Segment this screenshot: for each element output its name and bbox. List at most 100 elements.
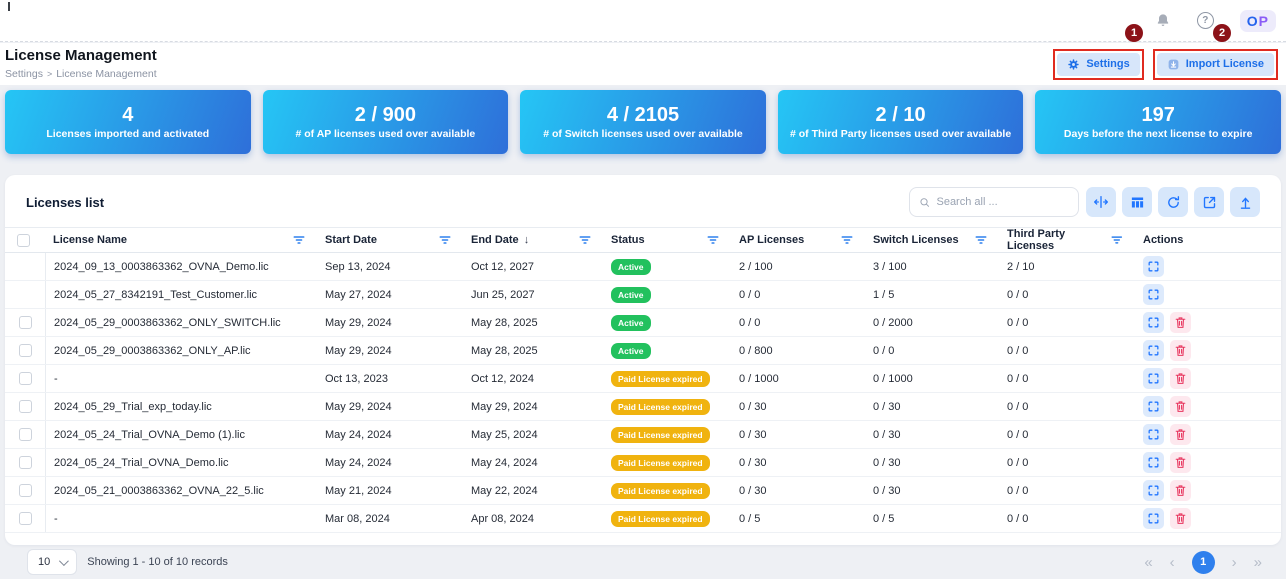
actions-cell xyxy=(1135,480,1281,501)
switch-licenses-cell: 1 / 5 xyxy=(865,289,999,301)
filter-icon[interactable] xyxy=(579,234,591,246)
refresh-button[interactable] xyxy=(1158,187,1188,217)
filter-icon[interactable] xyxy=(293,234,305,246)
columns-button[interactable] xyxy=(1122,187,1152,217)
next-page-button[interactable]: › xyxy=(1232,555,1237,570)
delete-button[interactable] xyxy=(1170,480,1191,501)
prev-page-button[interactable]: ‹ xyxy=(1170,555,1175,570)
import-license-button-label: Import License xyxy=(1186,58,1264,70)
column-label: End Date xyxy=(471,234,519,246)
expand-icon xyxy=(1147,260,1160,273)
column-label: License Name xyxy=(53,234,127,246)
page-header: License Management Settings>License Mana… xyxy=(0,43,1286,85)
filter-icon[interactable] xyxy=(1111,234,1123,246)
filter-icon[interactable] xyxy=(707,234,719,246)
delete-button[interactable] xyxy=(1170,452,1191,473)
delete-button[interactable] xyxy=(1170,396,1191,417)
expand-button[interactable] xyxy=(1143,368,1164,389)
column-header-ap-licenses[interactable]: AP Licenses xyxy=(731,234,865,246)
current-page-button[interactable]: 1 xyxy=(1192,551,1215,574)
expand-button[interactable] xyxy=(1143,312,1164,333)
delete-button[interactable] xyxy=(1170,424,1191,445)
table-row[interactable]: 2024_05_29_0003863362_ONLY_SWITCH.lic Ma… xyxy=(5,309,1281,337)
delete-button[interactable] xyxy=(1170,508,1191,529)
stat-card-days-to-expire: 197 Days before the next license to expi… xyxy=(1035,90,1281,154)
expand-button[interactable] xyxy=(1143,396,1164,417)
select-all-checkbox[interactable] xyxy=(17,234,30,247)
import-license-button[interactable]: Import License xyxy=(1157,53,1274,76)
delete-button[interactable] xyxy=(1170,340,1191,361)
expand-icon xyxy=(1147,512,1160,525)
search-box[interactable] xyxy=(909,187,1079,217)
column-header-status[interactable]: Status xyxy=(603,234,731,246)
table-row[interactable]: 2024_05_24_Trial_OVNA_Demo (1).lic May 2… xyxy=(5,421,1281,449)
column-header-start-date[interactable]: Start Date xyxy=(317,234,463,246)
expand-button[interactable] xyxy=(1143,256,1164,277)
breadcrumb-parent[interactable]: Settings xyxy=(5,68,43,80)
row-checkbox[interactable] xyxy=(19,372,32,385)
row-checkbox[interactable] xyxy=(19,456,32,469)
stat-label: # of AP licenses used over available xyxy=(263,128,509,140)
row-checkbox[interactable] xyxy=(19,344,32,357)
import-icon xyxy=(1167,58,1180,71)
table-row[interactable]: - Mar 08, 2024 Apr 08, 2024 Paid License… xyxy=(5,505,1281,533)
stat-value: 4 / 2105 xyxy=(520,105,766,125)
expand-button[interactable] xyxy=(1143,480,1164,501)
row-checkbox[interactable] xyxy=(19,428,32,441)
filter-icon[interactable] xyxy=(439,234,451,246)
delete-button[interactable] xyxy=(1170,312,1191,333)
open-external-button[interactable] xyxy=(1194,187,1224,217)
expand-button[interactable] xyxy=(1143,340,1164,361)
table-row[interactable]: 2024_05_29_0003863362_ONLY_AP.lic May 29… xyxy=(5,337,1281,365)
status-badge: Paid License expired xyxy=(611,427,710,443)
ap-licenses-cell: 0 / 30 xyxy=(731,485,865,497)
license-name-cell: 2024_05_24_Trial_OVNA_Demo.lic xyxy=(45,449,317,476)
page-size-select[interactable]: 10 xyxy=(27,549,77,575)
license-name-cell: 2024_05_29_0003863362_ONLY_SWITCH.lic xyxy=(45,309,317,336)
table-row[interactable]: 2024_05_27_8342191_Test_Customer.lic May… xyxy=(5,281,1281,309)
expand-button[interactable] xyxy=(1143,452,1164,473)
panel-controls xyxy=(909,187,1260,217)
cursor-artifact xyxy=(8,2,10,11)
table-row[interactable]: 2024_09_13_0003863362_OVNA_Demo.lic Sep … xyxy=(5,253,1281,281)
stat-value: 4 xyxy=(5,105,251,125)
footer-left: 10 Showing 1 - 10 of 10 records xyxy=(27,549,228,575)
table-header: License Name Start Date End Date ↓ Status… xyxy=(5,227,1281,253)
sort-desc-icon[interactable]: ↓ xyxy=(524,234,530,246)
open-external-icon xyxy=(1202,195,1217,210)
license-name-cell: 2024_05_24_Trial_OVNA_Demo (1).lic xyxy=(45,421,317,448)
row-checkbox[interactable] xyxy=(19,512,32,525)
column-header-license-name[interactable]: License Name xyxy=(45,234,317,246)
expand-button[interactable] xyxy=(1143,284,1164,305)
column-header-switch-licenses[interactable]: Switch Licenses xyxy=(865,234,999,246)
last-page-button[interactable]: » xyxy=(1254,555,1262,570)
settings-button[interactable]: Settings xyxy=(1057,53,1139,76)
chevron-down-icon xyxy=(59,556,69,566)
notifications-button[interactable] xyxy=(1155,13,1171,29)
help-button[interactable]: ? xyxy=(1197,12,1214,29)
status-badge: Active xyxy=(611,315,651,331)
row-checkbox[interactable] xyxy=(19,400,32,413)
user-avatar[interactable]: OP xyxy=(1240,10,1276,32)
column-header-third-party-licenses[interactable]: Third Party Licenses xyxy=(999,228,1135,252)
expand-button[interactable] xyxy=(1143,508,1164,529)
expand-button[interactable] xyxy=(1143,424,1164,445)
table-row[interactable]: - Oct 13, 2023 Oct 12, 2024 Paid License… xyxy=(5,365,1281,393)
table-row[interactable]: 2024_05_24_Trial_OVNA_Demo.lic May 24, 2… xyxy=(5,449,1281,477)
trash-icon xyxy=(1174,456,1187,469)
table-row[interactable]: 2024_05_29_Trial_exp_today.lic May 29, 2… xyxy=(5,393,1281,421)
row-checkbox-cell xyxy=(5,484,45,497)
first-page-button[interactable]: « xyxy=(1144,555,1152,570)
search-input[interactable] xyxy=(936,196,1069,208)
filter-icon[interactable] xyxy=(975,234,987,246)
column-header-end-date[interactable]: End Date ↓ xyxy=(463,234,603,246)
license-name-cell: 2024_05_21_0003863362_OVNA_22_5.lic xyxy=(45,477,317,504)
row-checkbox[interactable] xyxy=(19,316,32,329)
row-checkbox[interactable] xyxy=(19,484,32,497)
export-button[interactable] xyxy=(1230,187,1260,217)
delete-button[interactable] xyxy=(1170,368,1191,389)
gear-icon xyxy=(1067,58,1080,71)
table-row[interactable]: 2024_05_21_0003863362_OVNA_22_5.lic May … xyxy=(5,477,1281,505)
fit-columns-button[interactable] xyxy=(1086,187,1116,217)
filter-icon[interactable] xyxy=(841,234,853,246)
